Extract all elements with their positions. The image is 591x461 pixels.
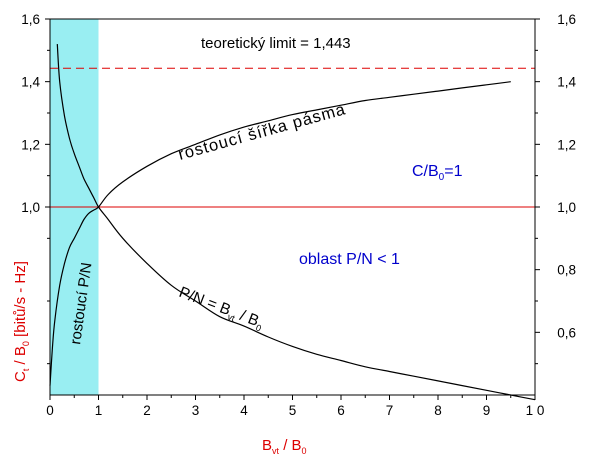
y-right-tick-label: 1,6 [557, 12, 576, 27]
x-title-main: B [262, 437, 272, 454]
x-tick-label: 0 [46, 403, 54, 418]
x-axis-title: Bvt / B0 [262, 437, 307, 456]
x-tick-label: 3 [192, 403, 200, 418]
y-left-tick-label: 1,6 [21, 12, 40, 27]
y-left-tick-label: 1,4 [21, 75, 40, 90]
y-left-tick-label: 1,0 [21, 200, 40, 215]
x-title-mid: / B [279, 437, 302, 454]
y-title-tail: [bitů/s - Hz] [12, 261, 29, 341]
pn-sub2: 0 [254, 322, 262, 333]
y-title-mid: / B [12, 346, 29, 369]
x-tick-label: 9 [483, 403, 491, 418]
bandwidth-curve [49, 81, 511, 386]
theoretical-limit-label: teoretický limit = 1,443 [201, 35, 351, 52]
x-tick-label: 1 [95, 403, 103, 418]
pn-curve [56, 44, 536, 401]
x-tick-label: 1 0 [526, 403, 545, 418]
y-title-sub2: 0 [21, 341, 31, 346]
x-tick-label: 4 [240, 403, 248, 418]
y-right-tick-label: 0,8 [557, 263, 576, 278]
region-pn-below-1-label: oblast P/N < 1 [299, 251, 400, 268]
x-tick-label: 8 [434, 403, 442, 418]
cb0-sub: 0 [439, 172, 445, 183]
x-title-sub2: 0 [302, 446, 307, 456]
y-right-tick-label: 1,2 [557, 137, 576, 152]
pn-main: P/N = B [177, 284, 233, 319]
x-tick-label: 7 [386, 403, 394, 418]
pn-equals-bvt-over-b0-label: P/N = Bvt / B0 [176, 284, 266, 334]
y-left-tick-label: 1,2 [21, 137, 40, 152]
cb0-equals-1-label: C/B0=1 [412, 163, 463, 183]
pn-sub: vt [226, 312, 237, 324]
y-right-tick-label: 1,4 [557, 75, 576, 90]
y-right-tick-label: 1,0 [557, 200, 576, 215]
cb0-main: C/B [412, 163, 439, 180]
cb0-tail: =1 [444, 163, 462, 180]
y-title-sub: t [21, 368, 31, 371]
x-tick-label: 6 [337, 403, 345, 418]
y-right-tick-label: 0,6 [557, 325, 576, 340]
x-tick-label: 5 [289, 403, 297, 418]
x-tick-label: 2 [143, 403, 151, 418]
y-axis-title: Ct / B0 [bitů/s - Hz] [12, 261, 31, 382]
y-title-main: C [12, 371, 29, 382]
bandwidth-curve-label: rostoucí šířka pásma [176, 100, 348, 164]
x-title-sub: vt [272, 446, 280, 456]
